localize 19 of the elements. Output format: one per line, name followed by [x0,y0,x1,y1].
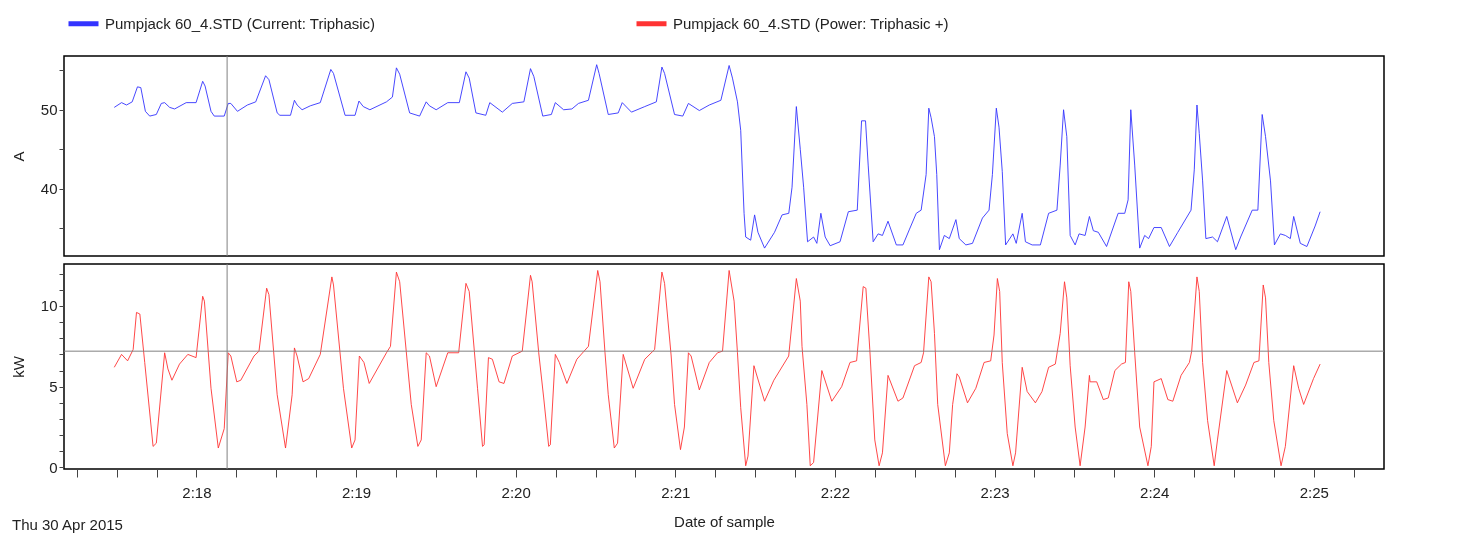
x-tick-label: 2:21 [661,483,691,501]
x-tick-label: 2:19 [342,483,372,501]
y-axis-title: A [9,151,27,162]
y-axis-title: kW [9,355,27,378]
legend-label: Pumpjack 60_4.STD (Power: Triphasic +) [673,14,949,32]
text: Thu 30 Apr 2015 [12,516,123,533]
y-tick-label: 50 [40,101,58,119]
y-tick-label: 0 [49,458,58,476]
x-tick-label: 2:22 [820,483,851,501]
x-tick-label: 2:20 [501,483,531,501]
x-tick-label: 2:24 [1140,483,1170,501]
y-tick-label: 40 [40,180,58,198]
legend-label: Pumpjack 60_4.STD (Current: Triphasic) [105,14,376,32]
x-tick-label: 2:23 [980,483,1010,501]
x-tick-label: 2:18 [182,483,212,501]
y-tick-label: 5 [49,378,58,396]
x-tick-label: 2:25 [1299,483,1329,501]
x-axis-title: Date of sample [674,512,775,530]
y-tick-label: 10 [40,297,58,315]
